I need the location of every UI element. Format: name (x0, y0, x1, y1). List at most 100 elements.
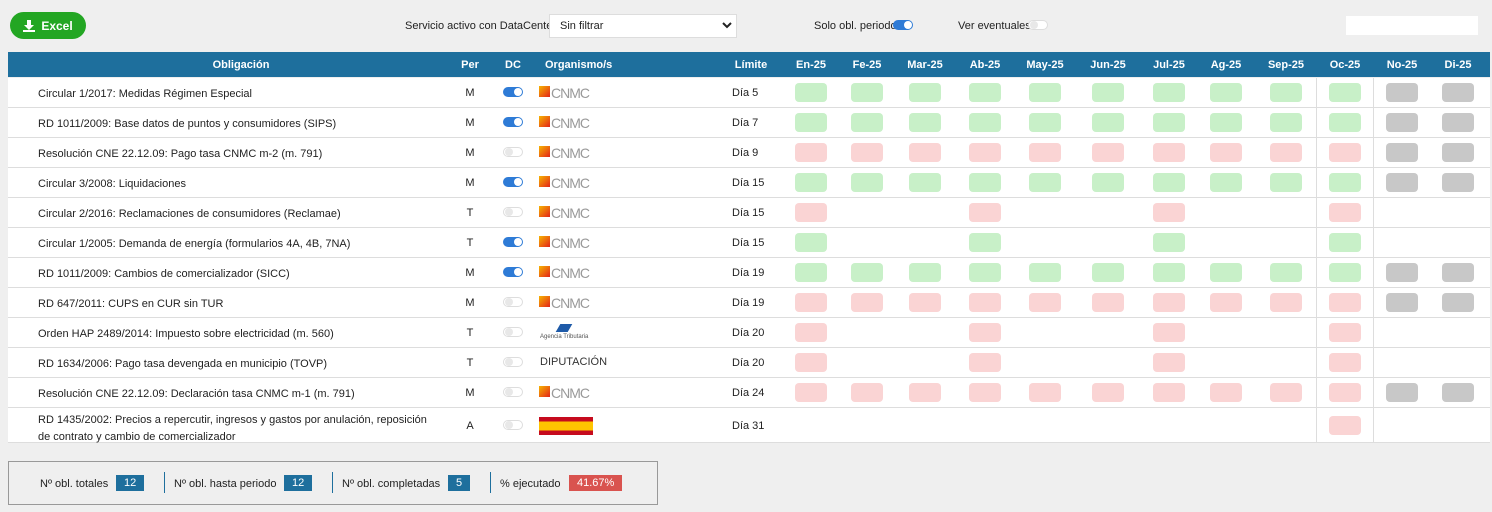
organism: CNMC (551, 85, 590, 101)
month-status (851, 383, 883, 402)
column-header: Organismo/s (545, 59, 613, 71)
month-status (851, 113, 883, 132)
toggle-knob (505, 388, 513, 396)
summary-label: Nº obl. totales (40, 478, 109, 490)
month-status (909, 83, 941, 102)
toggle-knob (505, 148, 513, 156)
organism: CNMC (551, 295, 590, 311)
toggle-knob (514, 238, 522, 246)
periodicity: M (465, 117, 475, 129)
toggle-knob (514, 88, 522, 96)
month-status (1386, 83, 1418, 102)
month-status (1329, 143, 1361, 162)
summary-label: % ejecutado (500, 478, 561, 490)
month-status (1153, 263, 1185, 282)
toggle (503, 117, 523, 127)
month-status (909, 263, 941, 282)
organism: CNMC (551, 205, 590, 221)
toggle[interactable] (1028, 20, 1048, 30)
organism: CNMC (551, 235, 590, 251)
month-status (1029, 263, 1061, 282)
filter-select[interactable]: Sin filtrar (549, 14, 737, 38)
month-status (1442, 173, 1474, 192)
summary-divider (164, 472, 165, 493)
month-status (1329, 353, 1361, 372)
column-header: En-25 (796, 59, 826, 71)
search-input[interactable] (1346, 16, 1478, 35)
filter-label: Servicio activo con DataCenter: (405, 20, 560, 32)
toggle-knob (505, 328, 513, 336)
month-status (1386, 383, 1418, 402)
month-status (1442, 143, 1474, 162)
filter-value: Sin filtrar (560, 20, 604, 32)
cnmc-logo-mark (539, 296, 550, 307)
table-row (8, 288, 1490, 318)
month-status (1329, 233, 1361, 252)
month-status (1153, 83, 1185, 102)
column-header: No-25 (1386, 59, 1418, 71)
month-status (1092, 263, 1124, 282)
summary-value: 41.67% (569, 475, 623, 491)
toggle (503, 177, 523, 187)
month-status (1153, 323, 1185, 342)
month-status (1153, 203, 1185, 222)
toggle[interactable] (893, 20, 913, 30)
column-header: Sep-25 (1267, 59, 1305, 71)
organism: CNMC (551, 145, 590, 161)
table-row (8, 228, 1490, 258)
chevron (722, 22, 732, 29)
month-status (851, 143, 883, 162)
month-status (1442, 113, 1474, 132)
month-status (969, 143, 1001, 162)
month-status (1270, 263, 1302, 282)
toggle (503, 327, 523, 337)
month-status (851, 83, 883, 102)
period-toggle-label: Solo obl. periodo (814, 20, 897, 32)
obligation: Resolución CNE 22.12.09: Declaración tas… (38, 388, 355, 400)
periodicity: M (465, 87, 475, 99)
table-row (8, 348, 1490, 378)
obligation: RD 1011/2009: Cambios de comercializador… (38, 268, 290, 280)
month-status (795, 353, 827, 372)
obligation: Circular 3/2008: Liquidaciones (38, 178, 186, 190)
table-row (8, 78, 1490, 108)
excel-button[interactable]: Excel (10, 12, 86, 39)
toggle-knob (514, 178, 522, 186)
deadline: Día 9 (732, 147, 759, 159)
month-status (909, 383, 941, 402)
month-status (795, 263, 827, 282)
eventual-toggle-label: Ver eventuales (958, 20, 1031, 32)
month-status (1153, 113, 1185, 132)
cnmc-logo-mark (539, 386, 550, 397)
table-row (8, 318, 1490, 348)
month-status (795, 143, 827, 162)
toggle (503, 267, 523, 277)
column-header: Ab-25 (969, 59, 1001, 71)
month-status (1210, 83, 1242, 102)
summary-value: 12 (116, 475, 145, 491)
month-status (1210, 263, 1242, 282)
cnmc-logo-mark (539, 266, 550, 277)
month-status (1442, 383, 1474, 402)
column-header: Fe-25 (852, 59, 882, 71)
deadline: Día 24 (732, 387, 765, 399)
month-status (1029, 293, 1061, 312)
month-status (795, 323, 827, 342)
obligation: RD 1634/2006: Pago tasa devengada en mun… (38, 358, 328, 370)
month-status (1386, 143, 1418, 162)
column-header: Jul-25 (1153, 59, 1185, 71)
month-status (1153, 143, 1185, 162)
month-status (969, 233, 1001, 252)
deadline: Día 5 (732, 87, 759, 99)
summary-value: 5 (448, 475, 471, 491)
periodicity: T (466, 237, 474, 249)
table-row (8, 378, 1490, 408)
excel-label: Excel (41, 18, 73, 33)
month-status (1092, 383, 1124, 402)
cnmc-logo-mark (539, 146, 550, 157)
month-status (1029, 383, 1061, 402)
month-status (1210, 143, 1242, 162)
month-status (1270, 383, 1302, 402)
column-header: Per (461, 59, 479, 71)
month-status (1386, 263, 1418, 282)
